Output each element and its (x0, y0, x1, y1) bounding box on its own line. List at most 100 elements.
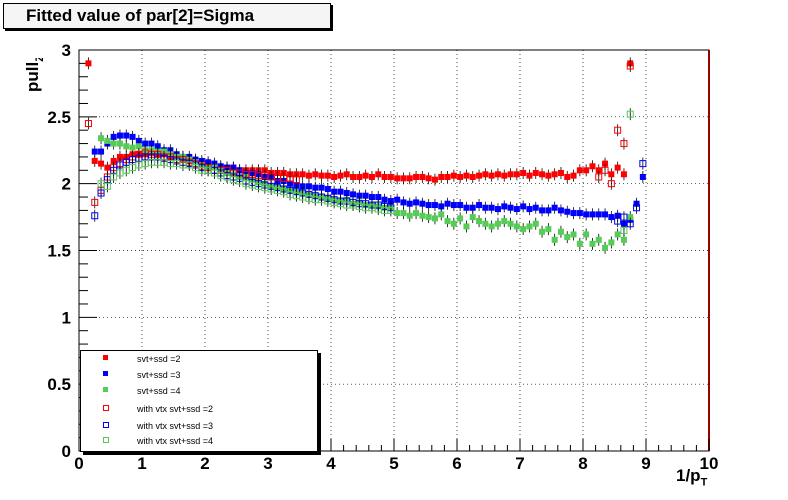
data-point (614, 217, 622, 225)
data-point (406, 200, 413, 207)
data-point (626, 62, 634, 70)
data-point (381, 173, 388, 180)
data-point (368, 194, 375, 201)
data-point (299, 183, 306, 190)
data-point (450, 172, 457, 179)
data-point (331, 173, 338, 180)
data-point (507, 171, 514, 178)
data-point (91, 157, 98, 164)
data-point (513, 223, 520, 230)
data-point (425, 214, 432, 221)
data-point (356, 173, 363, 180)
data-point (557, 207, 564, 214)
data-point (350, 173, 357, 180)
data-point (639, 160, 647, 168)
data-point (425, 175, 432, 182)
data-point (620, 236, 627, 243)
data-point (532, 169, 539, 176)
data-point (123, 143, 130, 150)
data-point (545, 226, 552, 233)
data-point (602, 244, 609, 251)
data-point (463, 223, 470, 230)
data-point (362, 172, 369, 179)
legend-marker (103, 437, 109, 443)
data-point (312, 171, 319, 178)
data-point (620, 213, 628, 221)
x-tick-label: 0 (74, 454, 83, 473)
data-point (576, 167, 583, 174)
y-tick-label: 0 (62, 442, 71, 461)
x-tick-label: 5 (389, 454, 398, 473)
data-point (123, 132, 130, 139)
data-point (438, 203, 445, 210)
data-point (570, 172, 577, 179)
data-point (305, 172, 312, 179)
data-point (394, 175, 401, 182)
data-point (148, 140, 155, 147)
data-point (501, 218, 508, 225)
data-point (595, 236, 602, 243)
data-point (419, 212, 426, 219)
legend-entry: with vtx svt+ssd =2 (81, 401, 317, 417)
data-point (633, 204, 641, 212)
data-point (104, 137, 111, 144)
legend-label: svt+ssd =2 (137, 354, 181, 364)
data-point (419, 173, 426, 180)
data-point (476, 218, 483, 225)
data-point (116, 132, 123, 139)
data-point (103, 182, 111, 190)
data-point (526, 206, 533, 213)
data-point (463, 204, 470, 211)
data-point (324, 172, 331, 179)
data-point (513, 206, 520, 213)
x-tick-label: 2 (200, 454, 209, 473)
data-point (620, 140, 628, 148)
data-point (602, 211, 609, 218)
data-point (438, 173, 445, 180)
data-point (564, 234, 571, 241)
data-point (551, 204, 558, 211)
data-point (110, 140, 117, 147)
data-point (318, 184, 325, 191)
data-point (387, 206, 395, 214)
legend-entry: with vtx svt+ssd =4 (81, 433, 317, 449)
data-point (400, 210, 407, 217)
x-tick-label: 4 (326, 454, 336, 473)
data-point (444, 218, 451, 225)
legend-marker (103, 371, 108, 376)
data-point (576, 210, 583, 217)
data-point (400, 199, 407, 206)
legend-entry: svt+ssd =4 (81, 383, 317, 399)
data-point (520, 226, 527, 233)
data-point (469, 173, 476, 180)
data-point (482, 171, 489, 178)
data-point (488, 204, 495, 211)
data-point (482, 204, 489, 211)
data-point (627, 214, 634, 221)
data-point (292, 176, 300, 184)
data-point (513, 171, 520, 178)
data-point (595, 211, 602, 218)
legend-marker (103, 355, 108, 360)
data-point (607, 180, 615, 188)
svg-text:pullZ: pullZ (23, 58, 46, 92)
data-point (135, 143, 142, 150)
x-axis-label: 1/pT (676, 466, 708, 489)
data-point (639, 173, 646, 180)
data-point (595, 167, 602, 174)
data-point (488, 223, 495, 230)
data-point (419, 200, 426, 207)
data-point (305, 183, 312, 190)
legend-label: with vtx svt+ssd =4 (137, 436, 214, 446)
data-point (626, 110, 634, 118)
data-point (84, 120, 92, 128)
y-axis-label: pullZ (23, 58, 46, 92)
y-tick-label: 0.5 (47, 375, 71, 394)
data-point (539, 171, 546, 178)
y-tick-label: 1 (62, 308, 71, 327)
y-tick-label: 2.5 (47, 108, 71, 127)
data-point (394, 196, 401, 203)
data-point (91, 198, 99, 206)
data-point (457, 173, 464, 180)
data-point (324, 186, 331, 193)
